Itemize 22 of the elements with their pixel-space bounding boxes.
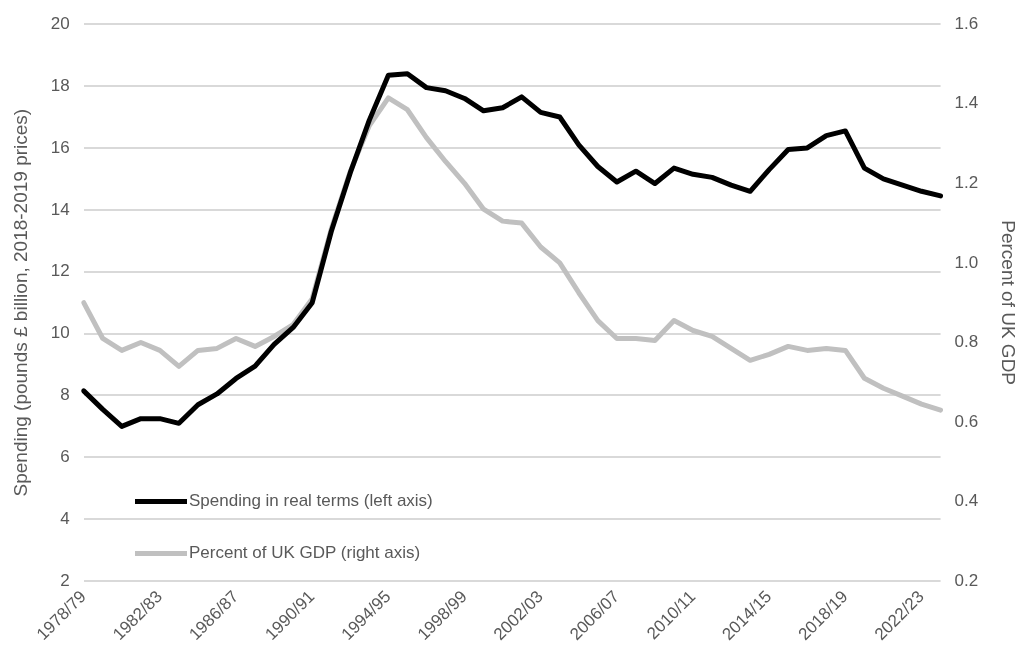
y2-tick-label: 1.2 (954, 173, 979, 193)
legend-label: Spending in real terms (left axis) (189, 491, 433, 511)
y-tick-label: 6 (60, 447, 70, 467)
y-axis-title: Spending (pounds £ billion, 2018-2019 prices) (9, 108, 31, 497)
y2-axis-title: Percent of UK GDP (998, 220, 1020, 386)
y-tick-label: 4 (60, 508, 70, 528)
y2-tick-label: 0.6 (954, 411, 979, 431)
y-tick-label: 18 (50, 75, 70, 95)
y-tick-label: 20 (50, 13, 70, 33)
y2-tick-label: 0.4 (954, 491, 979, 511)
y2-tick-label: 1.6 (954, 13, 979, 33)
y-tick-label: 10 (50, 323, 70, 343)
legend-label: Percent of UK GDP (right axis) (189, 543, 421, 563)
y2-tick-label: 1.0 (954, 252, 979, 272)
y-tick-label: 2 (60, 570, 70, 590)
y2-tick-label: 1.4 (954, 93, 979, 113)
y-tick-label: 8 (60, 385, 70, 405)
y-tick-label: 12 (50, 261, 70, 281)
y2-tick-label: 0.8 (954, 332, 979, 352)
y2-tick-label: 0.2 (954, 570, 979, 590)
y-tick-label: 14 (50, 199, 70, 219)
y-tick-label: 16 (50, 137, 70, 157)
